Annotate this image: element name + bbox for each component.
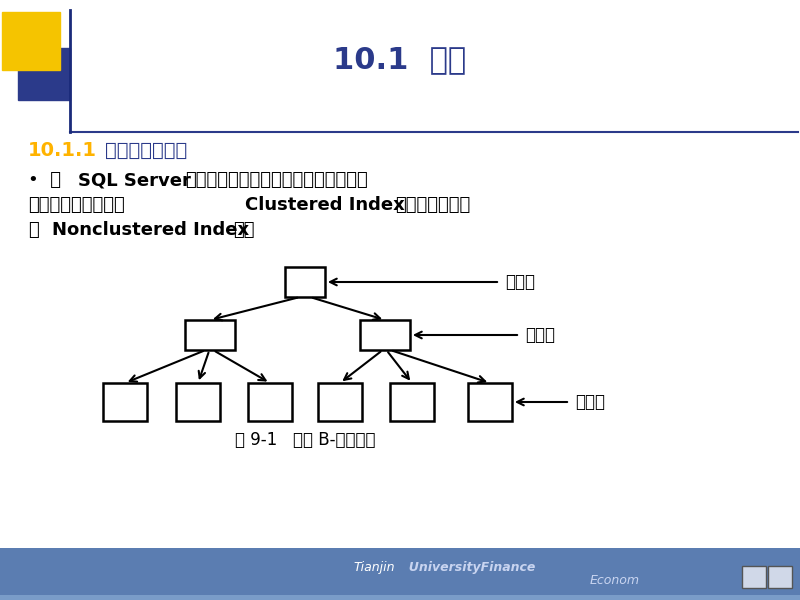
Bar <box>742 566 766 588</box>
Bar <box>185 320 235 350</box>
Text: SQL Server: SQL Server <box>78 171 191 189</box>
Bar <box>0 548 800 600</box>
Text: 的数据库中按存储结构的不同将索引分: 的数据库中按存储结构的不同将索引分 <box>185 171 368 189</box>
Bar <box>360 320 410 350</box>
Text: Nonclustered Index: Nonclustered Index <box>52 221 249 239</box>
Bar <box>768 566 792 588</box>
Text: 中间层: 中间层 <box>525 326 555 344</box>
Text: 10.1  索引: 10.1 索引 <box>334 46 466 74</box>
Bar <box>468 383 512 421</box>
Text: 为两类：聚簇索引（: 为两类：聚簇索引（ <box>28 196 125 214</box>
Text: 叶结点: 叶结点 <box>575 393 605 411</box>
Bar <box>103 383 147 421</box>
Text: Tianjin: Tianjin <box>354 562 395 575</box>
Text: （: （ <box>28 221 38 239</box>
Bar <box>248 383 292 421</box>
Bar <box>176 383 220 421</box>
Text: 10.1.1: 10.1.1 <box>28 140 97 160</box>
Text: 图 9-1   索引 B-树结构图: 图 9-1 索引 B-树结构图 <box>234 431 375 449</box>
Text: UniversityFinance: UniversityFinance <box>400 562 535 575</box>
Text: ）和非聚簇索引: ）和非聚簇索引 <box>395 196 470 214</box>
Bar <box>18 48 70 100</box>
Bar <box>285 267 325 297</box>
Text: Econom: Econom <box>590 574 640 587</box>
Bar <box>318 383 362 421</box>
Text: 根节点: 根节点 <box>505 273 535 291</box>
Bar <box>0 595 800 600</box>
Text: Clustered Index: Clustered Index <box>245 196 405 214</box>
Text: •  在: • 在 <box>28 171 61 189</box>
Bar <box>390 383 434 421</box>
Bar <box>2 12 60 70</box>
Text: 索引的基本概念: 索引的基本概念 <box>105 140 187 160</box>
Text: ）。: ）。 <box>233 221 254 239</box>
